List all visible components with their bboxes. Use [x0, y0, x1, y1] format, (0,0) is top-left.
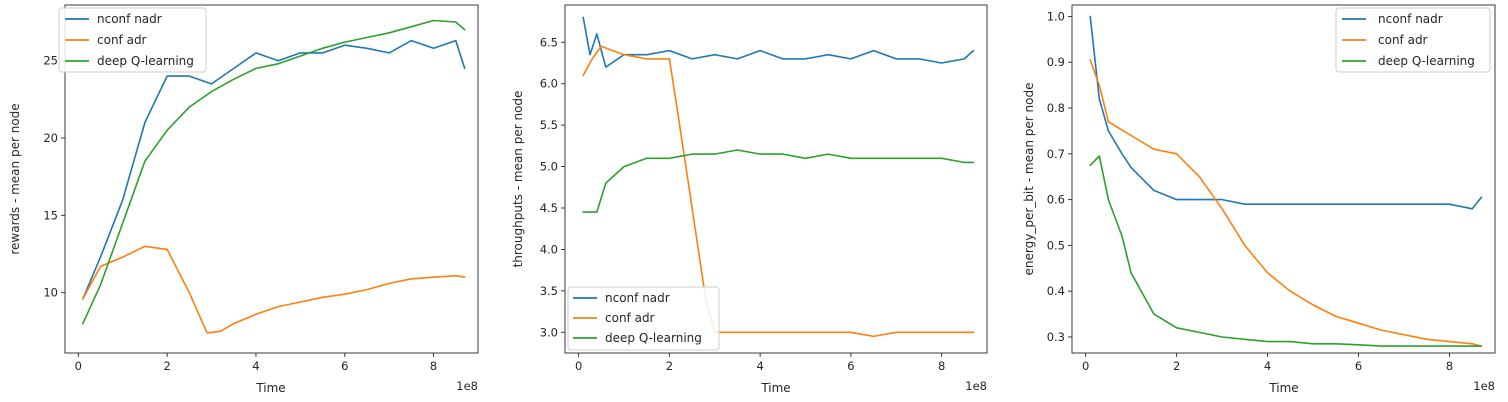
throughputs-x-tick-label: 0 — [575, 359, 582, 373]
rewards-x-tick-label: 8 — [430, 359, 437, 373]
energy-line-nconf-nadr — [1089, 15, 1483, 210]
throughputs-legend-label-deep-q-learning: deep Q-learning — [605, 331, 702, 345]
rewards-line-deep-q-learning — [82, 19, 466, 325]
energy-y-tick-label: 0.5 — [1047, 238, 1065, 252]
throughputs-legend-label-conf-adr: conf adr — [605, 311, 655, 325]
energy-y-label: energy_per_bit - mean per node — [1022, 83, 1036, 276]
energy-legend-label-deep-q-learning: deep Q-learning — [1378, 54, 1475, 68]
throughputs-x-tick-label: 4 — [756, 359, 763, 373]
rewards-plot-area — [64, 4, 479, 354]
throughputs-y-tick-label: 3.0 — [540, 325, 558, 339]
throughputs-y-tick-label: 4.5 — [540, 201, 558, 215]
throughputs-legend-label-nconf-nadr: nconf nadr — [605, 291, 670, 305]
throughputs-y-tick-label: 5.5 — [540, 118, 558, 132]
rewards-y-tick-label: 15 — [43, 208, 58, 222]
energy-x-tick-label: 6 — [1355, 359, 1362, 373]
throughputs-x-tick-label: 8 — [938, 359, 945, 373]
throughputs-x-label: Time — [760, 381, 790, 395]
rewards-series-lines — [82, 19, 466, 334]
rewards-x-offset-text: 1e8 — [456, 379, 478, 393]
rewards-legend-box — [58, 7, 207, 73]
throughputs-x-tick-label: 6 — [847, 359, 854, 373]
throughputs-y-tick-label: 5.0 — [540, 160, 558, 174]
energy-y-tick-label: 0.6 — [1047, 193, 1065, 207]
subplot-energy-per-bit: 0 2 4 6 8 0.3 0.4 0.5 0.6 0.7 0.8 0.9 1.0 Time ener… — [1022, 4, 1496, 395]
rewards-x-label: Time — [255, 381, 285, 395]
energy-legend-label-conf-adr: conf adr — [1378, 33, 1428, 47]
rewards-y-tick-label: 20 — [43, 131, 58, 145]
throughputs-series-lines — [582, 16, 975, 338]
energy-x-label: Time — [1268, 381, 1298, 395]
throughputs-legend-box — [567, 286, 720, 351]
energy-y-tick-label: 0.9 — [1047, 55, 1065, 69]
energy-x-tick-label: 8 — [1446, 359, 1453, 373]
throughputs-line-nconf-nadr — [582, 16, 975, 68]
throughputs-line-deep-q-learning — [582, 149, 975, 213]
rewards-legend: nconf nadr conf adr deep Q-learning — [58, 7, 207, 73]
rewards-x-ticks: 0 2 4 6 8 — [75, 353, 437, 373]
throughputs-y-tick-label: 6.5 — [540, 35, 558, 49]
energy-legend-box — [1335, 7, 1491, 73]
energy-x-tick-label: 0 — [1082, 359, 1089, 373]
energy-y-tick-label: 0.7 — [1047, 147, 1065, 161]
throughputs-y-tick-label: 6.0 — [540, 77, 558, 91]
rewards-legend-label-nconf-nadr: nconf nadr — [97, 12, 162, 26]
rewards-x-tick-label: 4 — [252, 359, 259, 373]
throughputs-x-tick-label: 2 — [666, 359, 673, 373]
energy-y-tick-label: 1.0 — [1047, 9, 1065, 23]
rewards-x-tick-label: 0 — [75, 359, 82, 373]
energy-x-tick-label: 2 — [1173, 359, 1180, 373]
throughputs-y-ticks: 3.0 3.5 4.0 4.5 5.0 5.5 6.0 6.5 — [540, 35, 565, 339]
throughputs-y-tick-label: 3.5 — [540, 284, 558, 298]
throughputs-x-ticks: 0 2 4 6 8 — [575, 353, 945, 373]
rewards-line-conf-adr — [82, 245, 466, 334]
rewards-x-tick-label: 2 — [163, 359, 170, 373]
throughputs-legend: nconf nadr conf adr deep Q-learning — [567, 286, 720, 351]
rewards-x-tick-label: 6 — [341, 359, 348, 373]
throughputs-line-conf-adr — [582, 45, 975, 338]
throughputs-x-offset-text: 1e8 — [965, 379, 987, 393]
throughputs-y-tick-label: 4.0 — [540, 242, 558, 256]
subplot-throughputs: 0 2 4 6 8 3.0 3.5 4.0 4.5 5.0 5.5 6.0 6.5 Time thro… — [511, 4, 988, 395]
energy-plot-area — [1071, 4, 1496, 354]
rewards-y-tick-label: 25 — [43, 54, 58, 68]
rewards-y-tick-label: 10 — [43, 286, 58, 300]
energy-line-conf-adr — [1089, 59, 1483, 347]
rewards-legend-label-deep-q-learning: deep Q-learning — [97, 54, 194, 68]
rewards-line-nconf-nadr — [82, 39, 466, 300]
energy-y-tick-label: 0.3 — [1047, 330, 1065, 344]
energy-x-offset-text: 1e8 — [1473, 379, 1495, 393]
energy-y-tick-label: 0.4 — [1047, 284, 1065, 298]
energy-x-ticks: 0 2 4 6 8 — [1082, 353, 1453, 373]
energy-legend: nconf nadr conf adr deep Q-learning — [1335, 7, 1491, 73]
energy-legend-label-nconf-nadr: nconf nadr — [1378, 12, 1443, 26]
energy-y-tick-label: 0.8 — [1047, 101, 1065, 115]
rewards-y-ticks: 10 15 20 25 — [43, 54, 65, 300]
throughputs-plot-area — [564, 4, 988, 354]
subplot-rewards: 0 2 4 6 8 10 15 20 25 Time rewards - mean per n… — [8, 4, 479, 395]
energy-series-lines — [1089, 15, 1483, 347]
throughputs-y-label: throughputs - mean per node — [511, 91, 525, 268]
energy-y-ticks: 0.3 0.4 0.5 0.6 0.7 0.8 0.9 1.0 — [1047, 9, 1072, 344]
energy-x-tick-label: 4 — [1264, 359, 1271, 373]
rewards-legend-label-conf-adr: conf adr — [97, 33, 147, 47]
energy-line-deep-q-learning — [1089, 155, 1483, 347]
rewards-y-label: rewards - mean per node — [8, 103, 22, 254]
